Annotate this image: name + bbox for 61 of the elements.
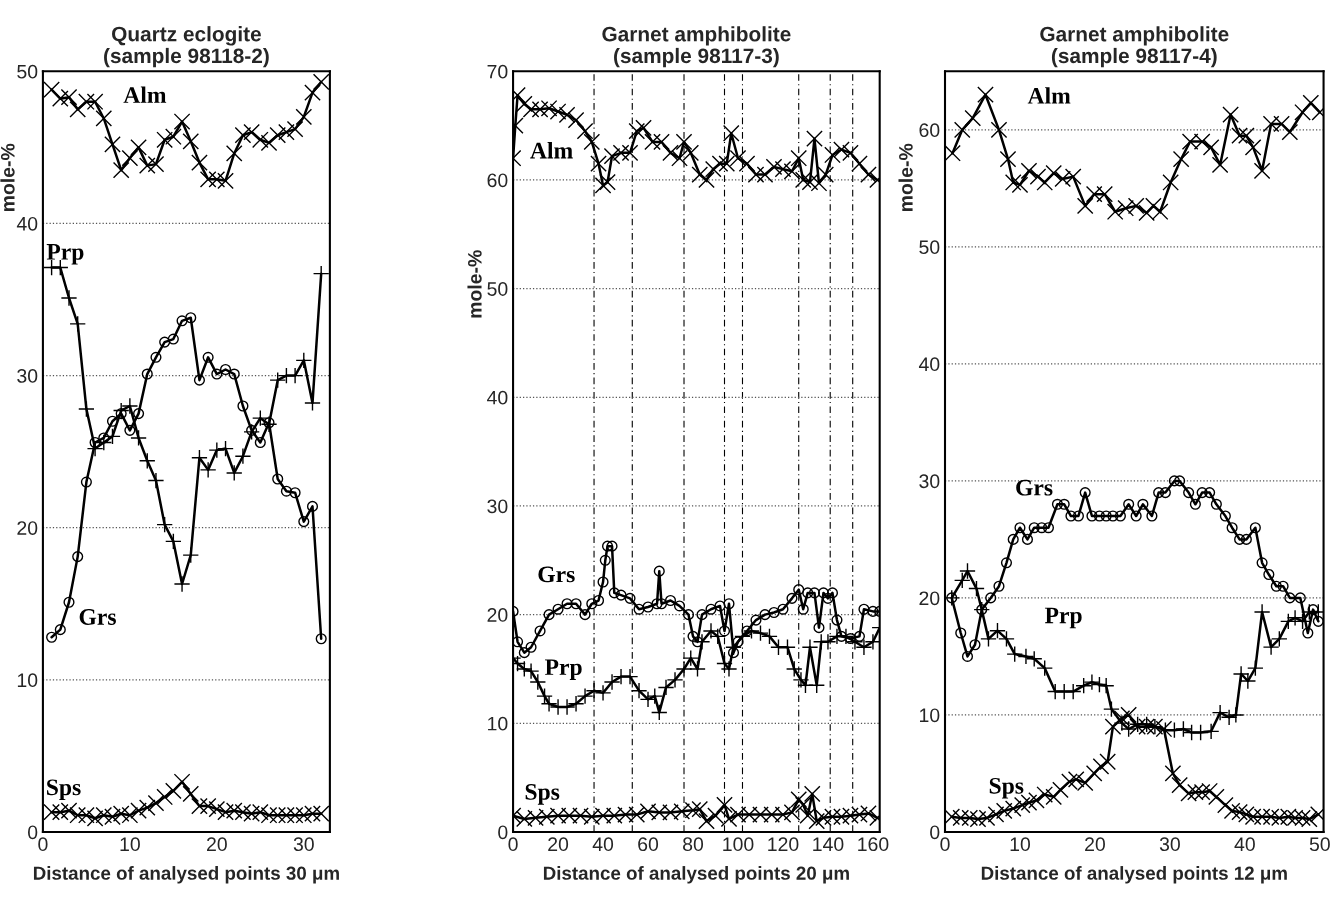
- y-tick-label: 20: [17, 521, 38, 535]
- y-tick-label: 30: [487, 499, 508, 514]
- y-tick-label: 30: [919, 474, 940, 489]
- x-tick-label: 120: [768, 837, 799, 852]
- series-label: Alm: [530, 142, 573, 159]
- y-tick-label: 0: [28, 825, 38, 840]
- x-tick-label: 0: [940, 837, 950, 852]
- y-tick-label: 60: [919, 123, 940, 138]
- series-label: Sps: [47, 779, 81, 801]
- y-tick-label: 10: [488, 716, 508, 731]
- x-axis-title: Distance of analysed points 20 μm: [543, 866, 849, 884]
- y-tick-label: 0: [498, 825, 508, 840]
- chart-title: Garnet amphibolite (sample 98117-3): [602, 26, 791, 68]
- y-tick-label: 30: [17, 369, 38, 383]
- series-label: Prp: [545, 659, 582, 680]
- y-tick-label: 10: [17, 673, 38, 688]
- series-label: Prp: [46, 244, 84, 265]
- x-tick-label: 30: [293, 837, 314, 852]
- y-axis-title: mole-%: [0, 143, 15, 212]
- x-axis-title: Distance of analysed points 30 μm: [33, 866, 339, 884]
- x-tick-label: 80: [683, 837, 704, 852]
- chart-title: Quartz eclogite (sample 98118-2): [104, 26, 269, 68]
- x-tick-label: 140: [813, 837, 844, 852]
- y-tick-label: 50: [487, 282, 508, 296]
- x-tick-label: 0: [38, 837, 48, 852]
- y-axis-title: mole-%: [898, 143, 913, 212]
- chart-title: Garnet amphibolite (sample 98117-4): [1040, 26, 1229, 68]
- series-label: Alm: [1027, 87, 1071, 104]
- series-label: Prp: [1044, 607, 1082, 629]
- x-tick-label: 40: [592, 837, 614, 852]
- y-tick-label: 10: [920, 708, 940, 723]
- x-axis-title: Distance of analysed points 12 μm: [981, 866, 1287, 884]
- y-tick-label: 0: [930, 825, 940, 840]
- y-tick-label: 40: [918, 357, 940, 372]
- series-label: Grs: [1016, 479, 1053, 496]
- y-tick-label: 50: [919, 240, 940, 255]
- x-tick-label: 20: [1085, 837, 1105, 852]
- x-tick-label: 60: [638, 837, 659, 852]
- x-tick-label: 50: [1309, 837, 1330, 852]
- series-label: Grs: [79, 609, 116, 625]
- x-tick-label: 20: [548, 837, 569, 852]
- x-tick-label: 40: [1234, 837, 1255, 852]
- y-tick-label: 20: [487, 608, 508, 622]
- x-tick-label: 100: [723, 837, 754, 852]
- y-tick-label: 20: [919, 591, 940, 606]
- series-label: Alm: [123, 86, 167, 103]
- y-tick-label: 70: [487, 64, 508, 79]
- y-axis-title: mole-%: [467, 250, 482, 318]
- y-tick-label: 50: [17, 64, 38, 79]
- x-tick-label: 20: [207, 837, 227, 852]
- series-label: Sps: [525, 783, 560, 805]
- y-tick-label: 40: [16, 216, 38, 231]
- x-tick-label: 30: [1159, 837, 1180, 852]
- x-tick-label: 160: [858, 837, 889, 852]
- y-tick-label: 40: [487, 390, 508, 405]
- x-tick-label: 10: [120, 837, 140, 852]
- x-tick-label: 10: [1010, 837, 1031, 852]
- series-label: Grs: [538, 566, 575, 583]
- series-label: Sps: [989, 777, 1024, 799]
- y-tick-label: 60: [487, 173, 508, 188]
- x-tick-label: 0: [508, 837, 518, 852]
